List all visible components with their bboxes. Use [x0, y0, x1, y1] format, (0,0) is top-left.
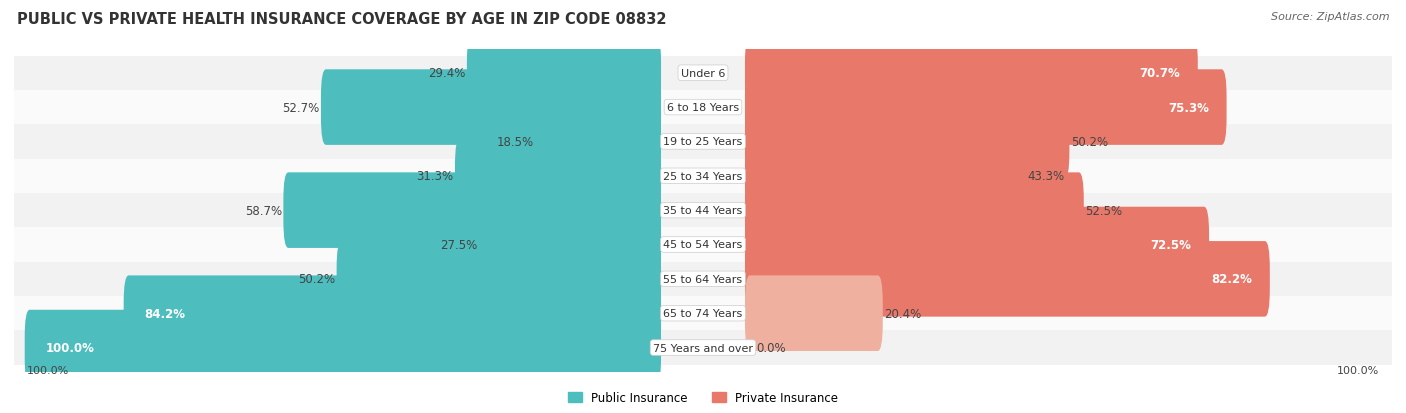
Text: 0.0%: 0.0%: [756, 341, 786, 354]
Bar: [14, 159, 1392, 194]
Text: 20.4%: 20.4%: [884, 307, 921, 320]
Text: 75 Years and over: 75 Years and over: [652, 343, 754, 353]
Text: 27.5%: 27.5%: [440, 238, 478, 252]
Text: 100.0%: 100.0%: [1337, 365, 1379, 375]
FancyBboxPatch shape: [25, 310, 661, 385]
FancyBboxPatch shape: [284, 173, 661, 248]
Bar: [14, 262, 1392, 296]
Text: 19 to 25 Years: 19 to 25 Years: [664, 137, 742, 147]
FancyBboxPatch shape: [745, 276, 883, 351]
FancyBboxPatch shape: [124, 276, 661, 351]
Text: 58.7%: 58.7%: [245, 204, 283, 217]
Text: 52.7%: 52.7%: [283, 101, 319, 114]
Text: 100.0%: 100.0%: [45, 341, 94, 354]
Text: PUBLIC VS PRIVATE HEALTH INSURANCE COVERAGE BY AGE IN ZIP CODE 08832: PUBLIC VS PRIVATE HEALTH INSURANCE COVER…: [17, 12, 666, 27]
Text: Source: ZipAtlas.com: Source: ZipAtlas.com: [1271, 12, 1389, 22]
Bar: [14, 57, 1392, 91]
Text: 45 to 54 Years: 45 to 54 Years: [664, 240, 742, 250]
Text: 6 to 18 Years: 6 to 18 Years: [666, 103, 740, 113]
Bar: [14, 91, 1392, 125]
Text: 82.2%: 82.2%: [1212, 273, 1253, 286]
FancyBboxPatch shape: [456, 139, 661, 214]
Text: 43.3%: 43.3%: [1028, 170, 1064, 183]
Text: 31.3%: 31.3%: [416, 170, 454, 183]
Text: 70.7%: 70.7%: [1139, 67, 1180, 80]
Bar: [14, 330, 1392, 365]
Text: 50.2%: 50.2%: [1070, 135, 1108, 149]
Text: 25 to 34 Years: 25 to 34 Years: [664, 171, 742, 181]
FancyBboxPatch shape: [467, 36, 661, 111]
Text: 65 to 74 Years: 65 to 74 Years: [664, 309, 742, 318]
Text: 100.0%: 100.0%: [27, 365, 69, 375]
Bar: [14, 228, 1392, 262]
Text: 18.5%: 18.5%: [496, 135, 534, 149]
FancyBboxPatch shape: [745, 173, 1084, 248]
Text: 29.4%: 29.4%: [429, 67, 465, 80]
FancyBboxPatch shape: [536, 104, 661, 180]
Text: 72.5%: 72.5%: [1150, 238, 1191, 252]
Text: 84.2%: 84.2%: [145, 307, 186, 320]
Text: 35 to 44 Years: 35 to 44 Years: [664, 206, 742, 216]
Bar: [14, 125, 1392, 159]
Text: 52.5%: 52.5%: [1085, 204, 1122, 217]
FancyBboxPatch shape: [745, 139, 1026, 214]
FancyBboxPatch shape: [321, 70, 661, 145]
FancyBboxPatch shape: [479, 207, 661, 282]
Text: Under 6: Under 6: [681, 69, 725, 78]
FancyBboxPatch shape: [336, 242, 661, 317]
Text: 75.3%: 75.3%: [1168, 101, 1209, 114]
FancyBboxPatch shape: [745, 207, 1209, 282]
Bar: [14, 194, 1392, 228]
FancyBboxPatch shape: [745, 70, 1226, 145]
FancyBboxPatch shape: [745, 242, 1270, 317]
Legend: Public Insurance, Private Insurance: Public Insurance, Private Insurance: [568, 392, 838, 404]
Bar: [14, 296, 1392, 330]
FancyBboxPatch shape: [745, 104, 1070, 180]
FancyBboxPatch shape: [745, 36, 1198, 111]
Text: 55 to 64 Years: 55 to 64 Years: [664, 274, 742, 284]
Text: 50.2%: 50.2%: [298, 273, 336, 286]
